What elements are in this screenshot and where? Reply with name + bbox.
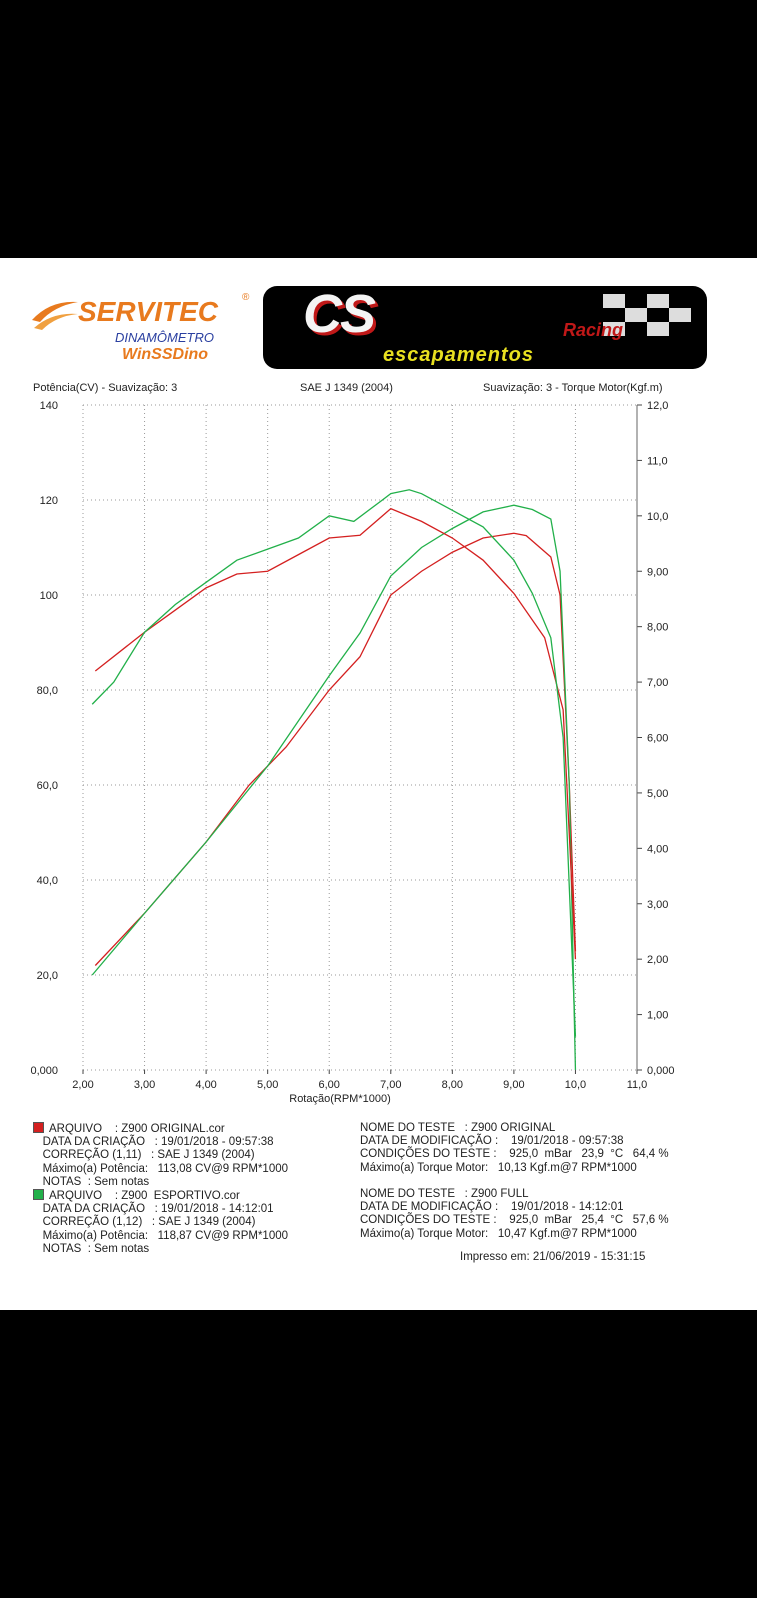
registered-mark: ® xyxy=(242,292,250,303)
x-tick-label: 2,00 xyxy=(72,1079,93,1091)
y-tick-label: 20,0 xyxy=(37,970,58,982)
notes: NOTAS : Sem notas xyxy=(42,1242,150,1255)
correction-standard: SAE J 1349 (2004) xyxy=(300,382,393,394)
servitec-swoosh-icon xyxy=(32,301,78,330)
x-tick-label: 8,00 xyxy=(442,1079,463,1091)
y2-tick-label: 4,00 xyxy=(647,843,668,855)
x-axis-label: Rotação(RPM*1000) xyxy=(289,1093,391,1105)
notes: NOTAS : Sem notas xyxy=(42,1175,150,1188)
torque-curve xyxy=(91,489,577,1037)
test-conditions: CONDIÇÕES DO TESTE : 925,0 mBar 23,9 °C … xyxy=(360,1148,669,1161)
checkered-flag-icon xyxy=(603,294,691,336)
cs-escapamentos-text: escapamentos xyxy=(383,344,534,366)
y-tick-label: 60,0 xyxy=(37,780,58,792)
max-torque: Máximo(a) Torque Motor: 10,47 Kgf.m@7 RP… xyxy=(360,1227,637,1240)
legend-swatch-red xyxy=(33,1122,44,1133)
power-curve xyxy=(91,504,577,1071)
cs-wordmark: CS xyxy=(303,286,376,344)
max-power: Máximo(a) Potência: 113,08 CV@9 RPM*1000 xyxy=(42,1162,289,1175)
test-name: NOME DO TESTE : Z900 FULL xyxy=(360,1188,529,1200)
y-tick-label: 140 xyxy=(40,400,58,412)
y-tick-label: 80,0 xyxy=(37,685,58,697)
legend-swatch-green xyxy=(33,1189,44,1201)
y2-tick-label: 1,00 xyxy=(647,1010,668,1022)
power-curve xyxy=(94,532,577,966)
test-info-esportivo: NOME DO TESTE : Z900 FULL DATA DE MODIFI… xyxy=(360,1188,669,1241)
x-tick-label: 5,00 xyxy=(257,1079,278,1091)
x-tick-label: 10,0 xyxy=(565,1079,586,1091)
test-conditions: CONDIÇÕES DO TESTE : 925,0 mBar 25,4 °C … xyxy=(360,1214,669,1227)
x-tick-label: 11,0 xyxy=(627,1079,648,1091)
file-name: ARQUIVO : Z900 ESPORTIVO.cor xyxy=(49,1190,240,1203)
x-tick-label: 6,00 xyxy=(319,1079,340,1091)
y2-tick-label: 11,0 xyxy=(647,455,668,467)
legend-original: ARQUIVO : Z900 ORIGINAL.cor DATA DA CRIA… xyxy=(33,1122,288,1256)
correction: CORREÇÃO (1,12) : SAE J 1349 (2004) xyxy=(42,1216,256,1229)
y2-tick-label: 6,00 xyxy=(647,733,668,745)
cs-racing-text: Racing xyxy=(563,320,624,340)
modification-date: DATA DE MODIFICAÇÃO : 19/01/2018 - 09:57… xyxy=(360,1135,624,1148)
y2-tick-label: 8,00 xyxy=(647,622,668,634)
servitec-wordmark: SERVITEC xyxy=(78,296,219,327)
y2-tick-label: 5,00 xyxy=(647,788,668,800)
x-tick-label: 4,00 xyxy=(195,1079,216,1091)
x-tick-label: 9,00 xyxy=(503,1079,524,1091)
right-axis-title: Suavização: 3 - Torque Motor(Kgf.m) xyxy=(483,382,663,394)
dyno-report-sheet xyxy=(0,258,757,1310)
torque-curve xyxy=(94,507,577,960)
correction: CORREÇÃO (1,11) : SAE J 1349 (2004) xyxy=(42,1149,255,1162)
servitec-subtitle: DINAMÔMETRO xyxy=(115,330,214,345)
x-tick-label: 3,00 xyxy=(134,1079,155,1091)
y-tick-label: 120 xyxy=(40,495,58,507)
dyno-chart: 0,000 20,0 40,0 60,0 80,0 100 120 140 2,00 3,00 4,… xyxy=(30,400,675,1105)
y-tick-label: 40,0 xyxy=(37,875,58,887)
y2-tick-label: 9,00 xyxy=(647,566,668,578)
servitec-logo: SERVITEC ® DINAMÔMETRO WinSSDino xyxy=(30,292,249,367)
max-power: Máximo(a) Potência: 118,87 CV@9 RPM*1000 xyxy=(42,1229,289,1242)
y2-tick-label: 3,00 xyxy=(647,899,668,911)
y-tick-label: 0,000 xyxy=(30,1065,58,1077)
creation-date: DATA DA CRIAÇÃO : 19/01/2018 - 14:12:01 xyxy=(42,1203,274,1216)
printed-date: Impresso em: 21/06/2019 - 15:31:15 xyxy=(460,1251,646,1263)
y-tick-label: 100 xyxy=(40,590,58,602)
y2-tick-label: 7,00 xyxy=(647,677,668,689)
file-name: ARQUIVO : Z900 ORIGINAL.cor xyxy=(49,1123,225,1135)
max-torque: Máximo(a) Torque Motor: 10,13 Kgf.m@7 RP… xyxy=(360,1161,637,1174)
test-name: NOME DO TESTE : Z900 ORIGINAL xyxy=(360,1122,556,1134)
creation-date: DATA DA CRIAÇÃO : 19/01/2018 - 09:57:38 xyxy=(42,1136,274,1149)
servitec-app-name: WinSSDino xyxy=(122,346,209,363)
test-info-original: NOME DO TESTE : Z900 ORIGINAL DATA DE MO… xyxy=(360,1122,669,1175)
cs-racing-logo: CS Racing escapamentos xyxy=(263,286,707,369)
left-axis-title: Potência(CV) - Suavização: 3 xyxy=(33,382,178,394)
modification-date: DATA DE MODIFICAÇÃO : 19/01/2018 - 14:12… xyxy=(360,1201,624,1214)
y2-tick-label: 12,0 xyxy=(647,400,668,412)
x-tick-label: 7,00 xyxy=(380,1079,401,1091)
y2-tick-label: 2,00 xyxy=(647,954,668,966)
y2-tick-label: 10,0 xyxy=(647,511,668,523)
y2-tick-label: 0,000 xyxy=(647,1065,675,1077)
